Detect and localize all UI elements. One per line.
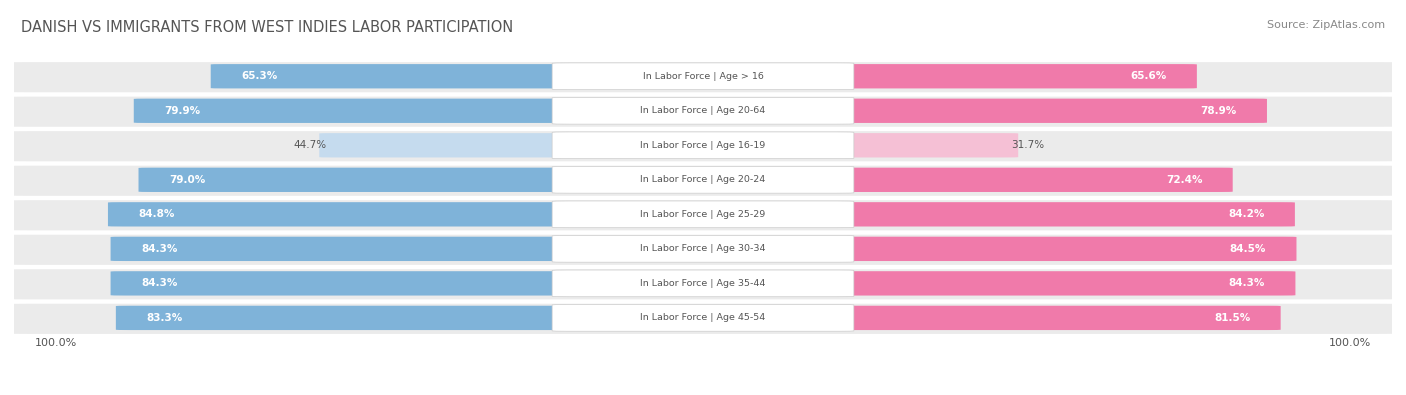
FancyBboxPatch shape <box>319 133 582 158</box>
FancyBboxPatch shape <box>824 64 1197 88</box>
Text: 81.5%: 81.5% <box>1215 313 1250 323</box>
Text: 84.8%: 84.8% <box>138 209 174 219</box>
FancyBboxPatch shape <box>553 235 853 262</box>
Text: 84.3%: 84.3% <box>1229 278 1265 288</box>
Text: In Labor Force | Age 16-19: In Labor Force | Age 16-19 <box>640 141 766 150</box>
FancyBboxPatch shape <box>7 199 1399 231</box>
FancyBboxPatch shape <box>115 306 582 330</box>
FancyBboxPatch shape <box>553 270 853 297</box>
Text: In Labor Force | Age 25-29: In Labor Force | Age 25-29 <box>640 210 766 219</box>
FancyBboxPatch shape <box>553 98 853 124</box>
Text: In Labor Force | Age 30-34: In Labor Force | Age 30-34 <box>640 245 766 253</box>
FancyBboxPatch shape <box>824 99 1267 123</box>
Text: 65.6%: 65.6% <box>1130 71 1167 81</box>
FancyBboxPatch shape <box>211 64 582 88</box>
FancyBboxPatch shape <box>553 305 853 331</box>
FancyBboxPatch shape <box>824 237 1296 261</box>
Text: 83.3%: 83.3% <box>146 313 183 323</box>
Text: 84.2%: 84.2% <box>1229 209 1264 219</box>
Text: 72.4%: 72.4% <box>1166 175 1202 185</box>
Text: In Labor Force | Age 20-24: In Labor Force | Age 20-24 <box>640 175 766 184</box>
Text: 65.3%: 65.3% <box>240 71 277 81</box>
FancyBboxPatch shape <box>824 133 1018 158</box>
FancyBboxPatch shape <box>139 167 582 192</box>
Text: 84.3%: 84.3% <box>141 278 177 288</box>
FancyBboxPatch shape <box>7 130 1399 162</box>
FancyBboxPatch shape <box>7 165 1399 197</box>
Text: 84.5%: 84.5% <box>1230 244 1267 254</box>
Text: In Labor Force | Age > 16: In Labor Force | Age > 16 <box>643 72 763 81</box>
FancyBboxPatch shape <box>824 167 1233 192</box>
Text: 100.0%: 100.0% <box>1329 338 1371 348</box>
FancyBboxPatch shape <box>824 202 1295 226</box>
Text: 79.0%: 79.0% <box>169 175 205 185</box>
Text: 44.7%: 44.7% <box>292 140 326 150</box>
FancyBboxPatch shape <box>108 202 582 226</box>
Text: Source: ZipAtlas.com: Source: ZipAtlas.com <box>1267 20 1385 30</box>
Text: In Labor Force | Age 45-54: In Labor Force | Age 45-54 <box>640 313 766 322</box>
Text: In Labor Force | Age 35-44: In Labor Force | Age 35-44 <box>640 279 766 288</box>
FancyBboxPatch shape <box>111 237 582 261</box>
FancyBboxPatch shape <box>7 303 1399 335</box>
FancyBboxPatch shape <box>134 99 582 123</box>
FancyBboxPatch shape <box>7 268 1399 301</box>
Text: 79.9%: 79.9% <box>165 106 200 116</box>
Text: In Labor Force | Age 20-64: In Labor Force | Age 20-64 <box>640 106 766 115</box>
FancyBboxPatch shape <box>553 63 853 90</box>
Text: 84.3%: 84.3% <box>141 244 177 254</box>
Text: 100.0%: 100.0% <box>35 338 77 348</box>
FancyBboxPatch shape <box>7 61 1399 93</box>
Text: 31.7%: 31.7% <box>1011 140 1045 150</box>
FancyBboxPatch shape <box>7 234 1399 266</box>
FancyBboxPatch shape <box>553 132 853 159</box>
FancyBboxPatch shape <box>553 201 853 228</box>
FancyBboxPatch shape <box>824 271 1295 295</box>
Text: 78.9%: 78.9% <box>1201 106 1237 116</box>
FancyBboxPatch shape <box>111 271 582 295</box>
FancyBboxPatch shape <box>824 306 1281 330</box>
FancyBboxPatch shape <box>7 96 1399 128</box>
FancyBboxPatch shape <box>553 166 853 193</box>
Text: DANISH VS IMMIGRANTS FROM WEST INDIES LABOR PARTICIPATION: DANISH VS IMMIGRANTS FROM WEST INDIES LA… <box>21 20 513 35</box>
